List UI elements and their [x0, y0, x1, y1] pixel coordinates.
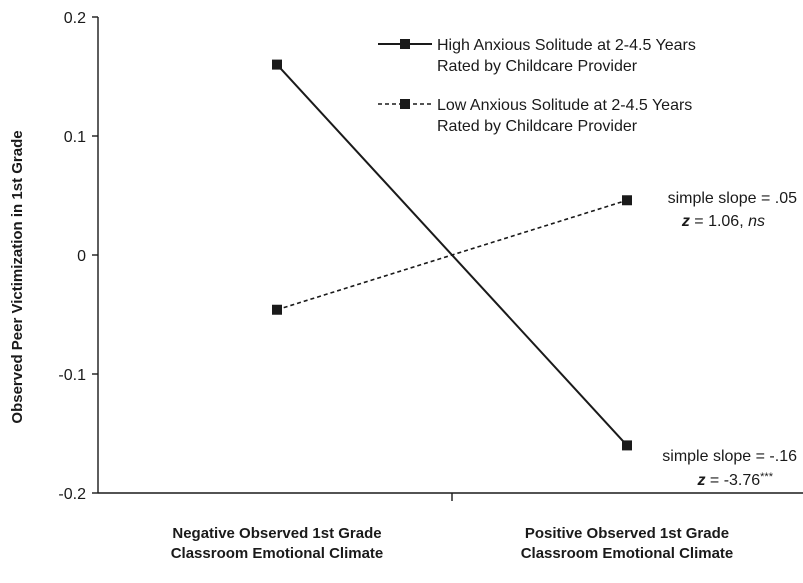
legend-label: Rated by Childcare Provider — [437, 118, 638, 135]
y-tick-label: 0.1 — [64, 129, 86, 146]
data-point — [622, 195, 632, 206]
series-group — [272, 59, 632, 451]
z-annotation: z = -3.76*** — [696, 471, 773, 489]
data-point — [272, 304, 282, 315]
legend-label: Low Anxious Solitude at 2-4.5 Years — [437, 97, 692, 114]
legend-marker — [400, 99, 410, 109]
x-category-label: Classroom Emotional Climate — [521, 545, 734, 562]
x-category-label: Classroom Emotional Climate — [171, 545, 384, 562]
series-line — [276, 199, 628, 311]
y-tick-label: 0 — [77, 248, 86, 265]
y-ticks: 0.2 0.1 0 -0.1 -0.2 — [58, 10, 98, 503]
y-axis-label: Observed Peer Victimization in 1st Grade — [9, 130, 26, 423]
data-point — [622, 440, 632, 451]
y-tick-label: -0.2 — [58, 486, 86, 503]
slope-annotation: simple slope = .05 — [668, 190, 798, 207]
x-category-label: Negative Observed 1st Grade — [172, 525, 381, 542]
annotations: simple slope = .05 z = 1.06, ns simple slo… — [662, 190, 797, 489]
legend-marker — [400, 39, 410, 49]
y-tick-label: 0.2 — [64, 10, 86, 27]
legend-label: Rated by Childcare Provider — [437, 58, 638, 75]
slope-annotation: simple slope = -.16 — [662, 448, 797, 465]
legend-label: High Anxious Solitude at 2-4.5 Years — [437, 37, 696, 54]
axes — [97, 17, 803, 501]
x-categories: Negative Observed 1st Grade Classroom Emo… — [171, 525, 734, 562]
x-category-label: Positive Observed 1st Grade — [525, 525, 729, 542]
z-annotation: z = 1.06, ns — [681, 213, 765, 230]
data-point — [272, 59, 282, 70]
legend: High Anxious Solitude at 2-4.5 Years Rate… — [378, 37, 696, 135]
y-tick-label: -0.1 — [58, 367, 86, 384]
